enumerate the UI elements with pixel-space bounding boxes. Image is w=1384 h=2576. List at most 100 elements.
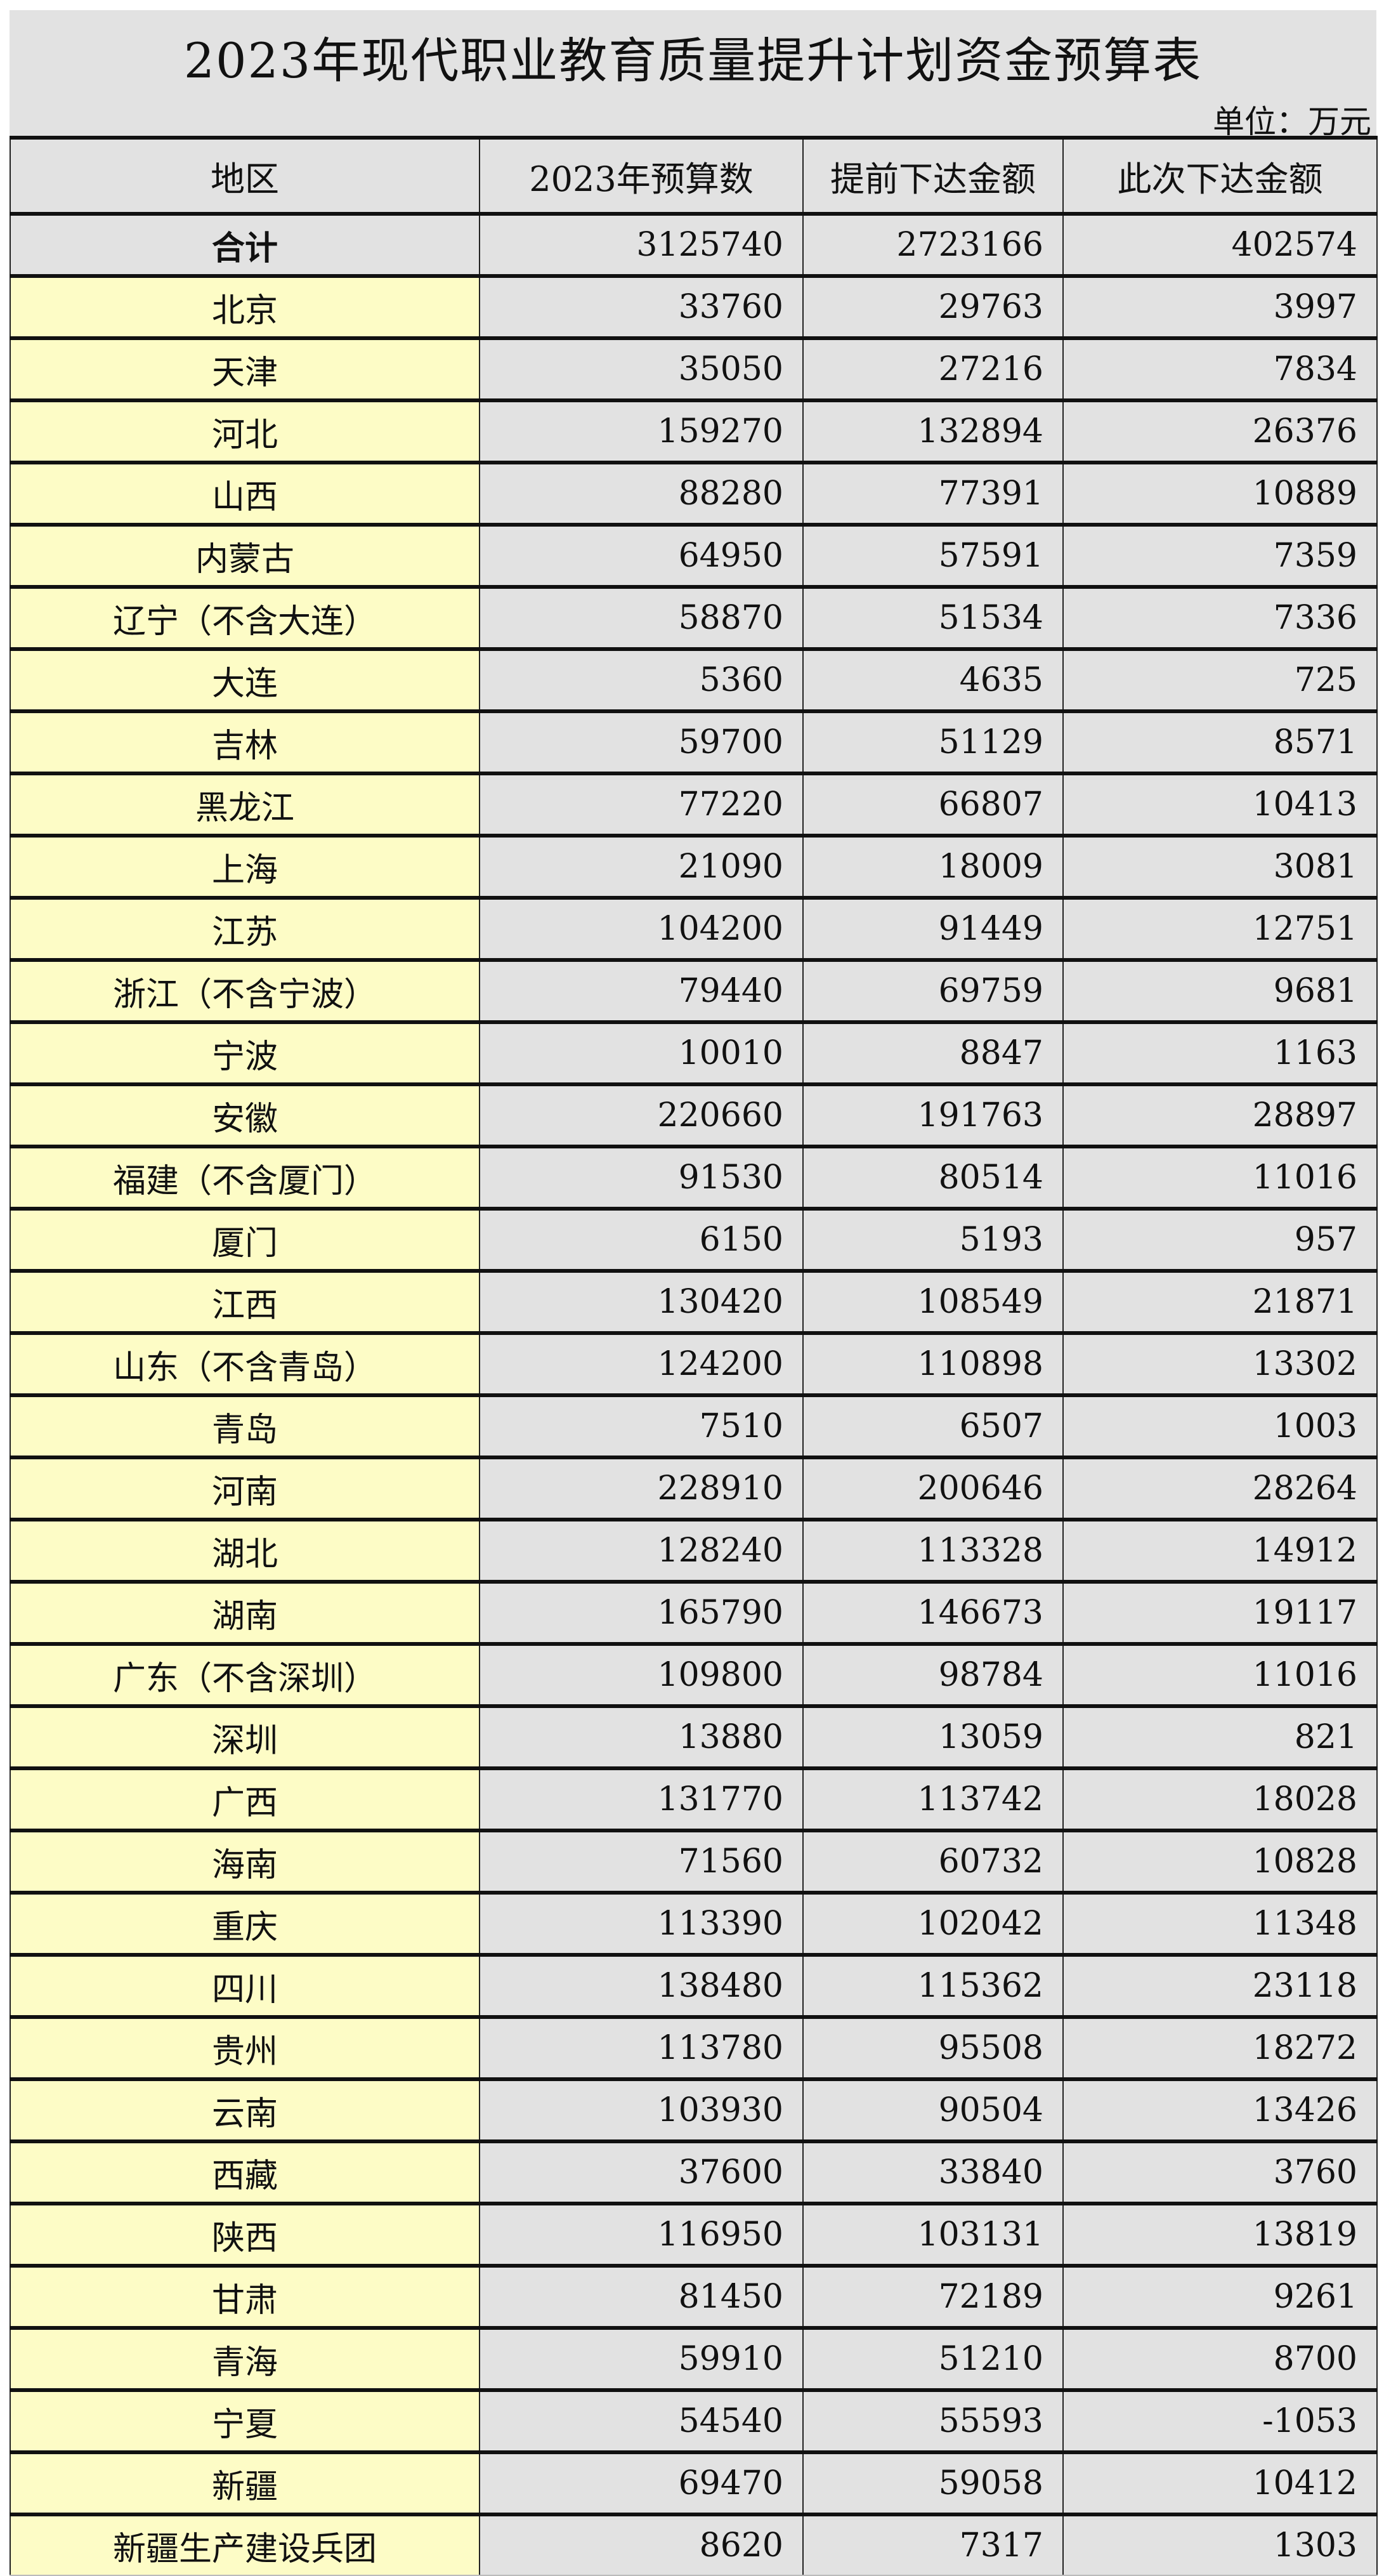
- cell-budget: 103930: [479, 2077, 804, 2142]
- table-row: 宁夏 54540 55593 -1053: [10, 2388, 1378, 2453]
- cell-advance: 200646: [802, 1456, 1064, 1520]
- table-row: 新疆生产建设兵团 8620 7317 1303: [10, 2513, 1378, 2576]
- cell-region: 广西: [10, 1766, 480, 1831]
- cell-current: 10412: [1062, 2450, 1378, 2515]
- table-row: 甘肃 81450 72189 9261: [10, 2264, 1378, 2329]
- cell-budget: 165790: [479, 1580, 804, 1645]
- cell-budget: 104200: [479, 896, 804, 961]
- table-row: 厦门 6150 5193 957: [10, 1207, 1378, 1272]
- cell-advance: 51534: [802, 585, 1064, 650]
- cell-region: 广东（不含深圳）: [10, 1642, 480, 1707]
- unit-label: 单位：万元: [1213, 103, 1371, 140]
- cell-budget: 116950: [479, 2202, 804, 2266]
- header-budget: 2023年预算数: [479, 136, 804, 214]
- cell-budget: 88280: [479, 461, 804, 525]
- cell-budget: 5360: [479, 647, 804, 712]
- table-row: 青海 59910 51210 8700: [10, 2326, 1378, 2391]
- table-row: 天津 35050 27216 7834: [10, 336, 1378, 401]
- cell-advance: 80514: [802, 1145, 1064, 1209]
- cell-current: 8700: [1062, 2326, 1378, 2391]
- cell-budget: 6150: [479, 1207, 804, 1272]
- cell-current: 19117: [1062, 1580, 1378, 1645]
- table-row: 贵州 113780 95508 18272: [10, 2015, 1378, 2080]
- total-row: 合计 3125740 2723166 402574: [10, 212, 1378, 277]
- cell-current: 28897: [1062, 1082, 1378, 1147]
- cell-current: 7834: [1062, 336, 1378, 401]
- cell-current: 1163: [1062, 1020, 1378, 1085]
- cell-region: 上海: [10, 834, 480, 898]
- table-row: 宁波 10010 8847 1163: [10, 1020, 1378, 1085]
- cell-budget: 54540: [479, 2388, 804, 2453]
- cell-budget: 81450: [479, 2264, 804, 2329]
- cell-budget: 59910: [479, 2326, 804, 2391]
- cell-current: 9681: [1062, 958, 1378, 1023]
- table-row: 江西 130420 108549 21871: [10, 1269, 1378, 1334]
- cell-advance: 5193: [802, 1207, 1064, 1272]
- cell-advance: 90504: [802, 2077, 1064, 2142]
- cell-advance: 57591: [802, 523, 1064, 588]
- cell-region: 山西: [10, 461, 480, 525]
- cell-current: 10889: [1062, 461, 1378, 525]
- cell-region: 深圳: [10, 1704, 480, 1769]
- cell-region: 黑龙江: [10, 772, 480, 836]
- cell-advance: 27216: [802, 336, 1064, 401]
- table-row: 安徽 220660 191763 28897: [10, 1082, 1378, 1147]
- cell-current: 14912: [1062, 1518, 1378, 1582]
- cell-budget: 77220: [479, 772, 804, 836]
- cell-region: 贵州: [10, 2015, 480, 2080]
- cell-advance: 29763: [802, 274, 1064, 339]
- cell-advance: 146673: [802, 1580, 1064, 1645]
- cell-region: 厦门: [10, 1207, 480, 1272]
- cell-budget: 109800: [479, 1642, 804, 1707]
- cell-budget: 33760: [479, 274, 804, 339]
- cell-current: 13426: [1062, 2077, 1378, 2142]
- cell-region: 新疆生产建设兵团: [10, 2513, 480, 2576]
- cell-budget: 138480: [479, 1953, 804, 2018]
- table-row: 北京 33760 29763 3997: [10, 274, 1378, 339]
- cell-current: 8571: [1062, 709, 1378, 774]
- cell-budget: 113780: [479, 2015, 804, 2080]
- cell-current: 3760: [1062, 2139, 1378, 2204]
- cell-advance: 91449: [802, 896, 1064, 961]
- cell-advance: 66807: [802, 772, 1064, 836]
- cell-budget: 10010: [479, 1020, 804, 1085]
- cell-advance: 6507: [802, 1393, 1064, 1458]
- cell-budget: 64950: [479, 523, 804, 588]
- cell-current: 1303: [1062, 2513, 1378, 2576]
- table-row: 浙江（不含宁波） 79440 69759 9681: [10, 958, 1378, 1023]
- cell-region: 海南: [10, 1829, 480, 1893]
- cell-current: 10828: [1062, 1829, 1378, 1893]
- cell-budget: 21090: [479, 834, 804, 898]
- cell-advance: 33840: [802, 2139, 1064, 2204]
- cell-advance: 55593: [802, 2388, 1064, 2453]
- cell-budget: 128240: [479, 1518, 804, 1582]
- cell-budget: 59700: [479, 709, 804, 774]
- cell-region: 内蒙古: [10, 523, 480, 588]
- table-row: 西藏 37600 33840 3760: [10, 2139, 1378, 2204]
- cell-region: 辽宁（不含大连）: [10, 585, 480, 650]
- table-row: 江苏 104200 91449 12751: [10, 896, 1378, 961]
- cell-budget: 124200: [479, 1331, 804, 1396]
- cell-region: 浙江（不含宁波）: [10, 958, 480, 1023]
- cell-advance: 95508: [802, 2015, 1064, 2080]
- table-row: 四川 138480 115362 23118: [10, 1953, 1378, 2018]
- cell-advance: 132894: [802, 398, 1064, 463]
- cell-region: 河北: [10, 398, 480, 463]
- table-row: 辽宁（不含大连） 58870 51534 7336: [10, 585, 1378, 650]
- cell-region: 天津: [10, 336, 480, 401]
- cell-advance: 108549: [802, 1269, 1064, 1334]
- cell-region: 吉林: [10, 709, 480, 774]
- cell-current: 7336: [1062, 585, 1378, 650]
- cell-current: 28264: [1062, 1456, 1378, 1520]
- cell-budget: 71560: [479, 1829, 804, 1893]
- cell-current: 11348: [1062, 1891, 1378, 1955]
- cell-budget: 37600: [479, 2139, 804, 2204]
- page-title: 2023年现代职业教育质量提升计划资金预算表: [183, 32, 1203, 89]
- cell-region: 重庆: [10, 1891, 480, 1955]
- cell-current: 26376: [1062, 398, 1378, 463]
- cell-region: 江西: [10, 1269, 480, 1334]
- header-current: 此次下达金额: [1062, 136, 1378, 214]
- table-row: 湖南 165790 146673 19117: [10, 1580, 1378, 1645]
- cell-region: 湖北: [10, 1518, 480, 1582]
- header-advance: 提前下达金额: [802, 136, 1064, 214]
